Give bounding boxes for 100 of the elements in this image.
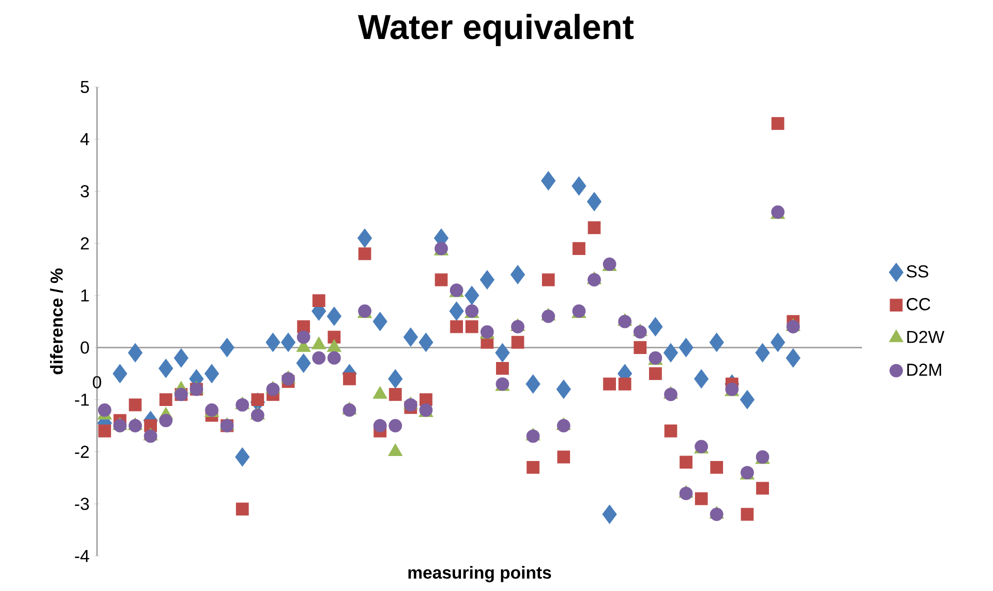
point <box>174 348 188 368</box>
point <box>403 328 418 347</box>
point <box>388 388 402 401</box>
point <box>158 358 174 378</box>
point <box>633 325 647 339</box>
point <box>388 369 403 388</box>
point <box>449 301 464 321</box>
legend-label: D2M <box>907 364 942 376</box>
y-tick-label: 0 <box>80 341 89 354</box>
y-tick-label: -2 <box>74 446 89 458</box>
point <box>786 320 800 334</box>
point <box>786 348 800 368</box>
point <box>144 429 158 443</box>
point <box>618 314 632 328</box>
point <box>586 192 602 212</box>
annotation: 0 <box>92 376 102 388</box>
point <box>526 374 540 394</box>
point <box>266 382 280 396</box>
point <box>220 338 234 358</box>
point <box>664 388 678 402</box>
point <box>328 330 341 344</box>
point <box>556 419 570 432</box>
point <box>740 390 755 410</box>
x-axis-title: measuring points <box>408 566 552 582</box>
point <box>496 362 509 375</box>
point <box>603 378 616 390</box>
point <box>235 447 250 467</box>
point <box>236 502 249 516</box>
y-tick-label: -4 <box>74 550 90 562</box>
point <box>358 247 372 260</box>
point <box>618 378 632 390</box>
legend-label: SS <box>906 265 928 278</box>
point <box>648 317 663 336</box>
point <box>541 171 556 190</box>
point <box>511 320 524 334</box>
point <box>542 273 555 286</box>
point <box>404 398 418 412</box>
point <box>98 424 112 438</box>
point <box>663 343 678 362</box>
legend-label: CC <box>906 298 930 310</box>
point <box>357 228 372 248</box>
point <box>556 380 571 399</box>
point <box>678 338 694 358</box>
point <box>526 429 540 443</box>
point <box>312 351 326 365</box>
y-tick-label: 2 <box>80 237 89 250</box>
point <box>679 486 693 500</box>
point <box>572 176 586 196</box>
point <box>296 330 310 344</box>
point <box>526 460 540 474</box>
y-axis-title: diference / % <box>50 268 63 374</box>
point <box>128 419 142 432</box>
point <box>740 508 754 521</box>
point <box>450 320 463 334</box>
point <box>266 332 280 352</box>
point <box>373 419 387 432</box>
point <box>326 306 342 326</box>
point <box>510 264 526 284</box>
point <box>98 403 112 417</box>
legend-label: D2W <box>907 330 944 343</box>
point <box>204 364 220 384</box>
point <box>372 312 388 332</box>
point <box>602 504 617 524</box>
point <box>634 341 647 354</box>
point <box>465 320 478 334</box>
point <box>480 270 494 290</box>
point <box>296 354 311 373</box>
point <box>694 492 708 506</box>
point <box>434 273 448 286</box>
point <box>557 450 570 464</box>
point <box>495 343 510 362</box>
point <box>159 393 172 406</box>
point <box>464 286 480 306</box>
y-tick-label: 5 <box>80 80 89 94</box>
point <box>755 343 770 362</box>
point <box>159 414 173 428</box>
point <box>709 332 724 352</box>
point <box>113 419 127 432</box>
point <box>312 294 326 308</box>
point <box>770 332 786 352</box>
point <box>756 482 769 495</box>
point <box>710 460 724 474</box>
point <box>771 117 784 130</box>
point <box>649 367 662 380</box>
point <box>251 393 264 406</box>
point <box>418 332 434 352</box>
point <box>112 364 128 384</box>
point <box>342 403 356 417</box>
point <box>680 456 692 469</box>
point <box>572 242 586 255</box>
point <box>128 343 143 362</box>
y-tick-label: -3 <box>74 498 89 510</box>
point <box>236 398 250 412</box>
point <box>388 419 402 432</box>
point <box>664 424 678 438</box>
y-tick-label: 1 <box>81 289 89 302</box>
point <box>694 369 709 388</box>
chart-title: Water equivalent <box>358 14 634 46</box>
y-tick-label: 3 <box>80 185 89 198</box>
point <box>280 332 296 352</box>
